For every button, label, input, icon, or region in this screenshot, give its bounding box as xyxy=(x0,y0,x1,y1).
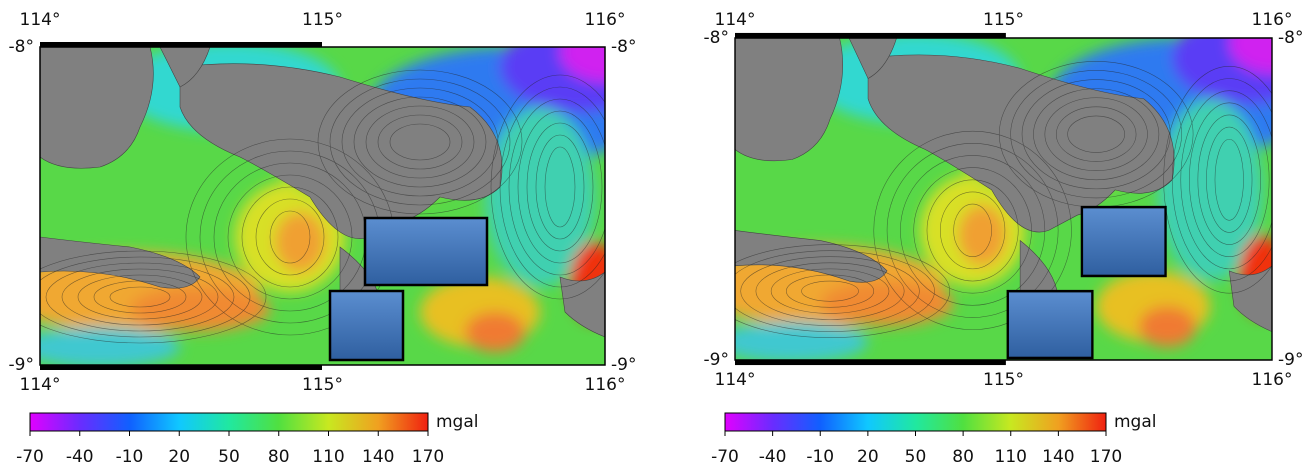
lon-label: 115° xyxy=(302,10,343,30)
colorbar-tick-label: 50 xyxy=(218,447,240,467)
lat-label: -9° xyxy=(9,355,34,375)
lon-label: 114° xyxy=(715,370,756,390)
frame-bar xyxy=(40,42,322,47)
colorbar-tick-label: 170 xyxy=(1090,447,1122,467)
colorbar-tick-label: -10 xyxy=(806,447,834,467)
field-blob xyxy=(130,287,270,331)
colorbar-unit: mgal xyxy=(1114,412,1157,432)
field-blob xyxy=(275,212,325,272)
lat-label: -9° xyxy=(704,350,729,370)
lat-label: -9° xyxy=(611,355,636,375)
lon-label: 116° xyxy=(585,375,626,395)
lon-label: 114° xyxy=(20,10,61,30)
colorbar-tick-label: 20 xyxy=(857,447,879,467)
map-field xyxy=(697,13,1316,362)
colorbar-tick-label: 110 xyxy=(312,447,344,467)
colorbar-tick-label: -70 xyxy=(16,447,44,467)
colorbar-tick-label: -70 xyxy=(711,447,739,467)
colorbar-unit: mgal xyxy=(436,412,479,432)
colorbar xyxy=(30,413,428,431)
map xyxy=(697,13,1316,365)
colorbar-tick-label: 140 xyxy=(362,447,394,467)
lon-label: 114° xyxy=(20,375,61,395)
study-box xyxy=(330,291,403,360)
colorbar-tick-label: 110 xyxy=(995,447,1027,467)
lat-label: -9° xyxy=(1278,350,1303,370)
lon-label: 114° xyxy=(715,10,756,30)
lon-label: 116° xyxy=(1252,10,1293,30)
colorbar-tick-label: 140 xyxy=(1042,447,1074,467)
frame-bar xyxy=(735,33,1006,38)
field-blob xyxy=(465,312,525,352)
field-blob xyxy=(958,205,1006,266)
colorbar-tick-label: 80 xyxy=(952,447,974,467)
field-blob xyxy=(821,281,954,326)
colorbar xyxy=(725,413,1106,431)
lon-label: 115° xyxy=(983,370,1024,390)
lat-label: -8° xyxy=(9,37,34,57)
lon-label: 116° xyxy=(1252,370,1293,390)
lon-label: 115° xyxy=(302,375,343,395)
colorbar-tick-label: 50 xyxy=(905,447,927,467)
study-box xyxy=(365,218,487,285)
field-blob xyxy=(716,322,868,363)
colorbar-tick-label: 20 xyxy=(168,447,190,467)
colorbar-tick-label: -40 xyxy=(66,447,94,467)
page: {"maps": [ {"lon_labels": ["114°", "115°… xyxy=(0,0,1316,467)
lat-label: -8° xyxy=(611,37,636,57)
lon-label: 116° xyxy=(585,10,626,30)
frame-bar xyxy=(735,360,1006,365)
study-box xyxy=(1008,291,1093,358)
map xyxy=(0,22,660,370)
lat-label: -8° xyxy=(704,28,729,48)
frame-bar xyxy=(40,365,322,370)
colorbar-tick-label: -10 xyxy=(116,447,144,467)
colorbar-tick-label: 80 xyxy=(268,447,290,467)
field-blob xyxy=(1139,306,1196,347)
lat-label: -8° xyxy=(1278,28,1303,48)
study-box xyxy=(1082,207,1166,276)
colorbar-tick-label: 170 xyxy=(412,447,444,467)
figure: 114°114°115°115°116°116°-8°-8°-9°-9°mgal… xyxy=(0,0,1316,467)
field-blob xyxy=(20,327,180,367)
lon-label: 115° xyxy=(983,10,1024,30)
colorbar-tick-label: -40 xyxy=(759,447,787,467)
